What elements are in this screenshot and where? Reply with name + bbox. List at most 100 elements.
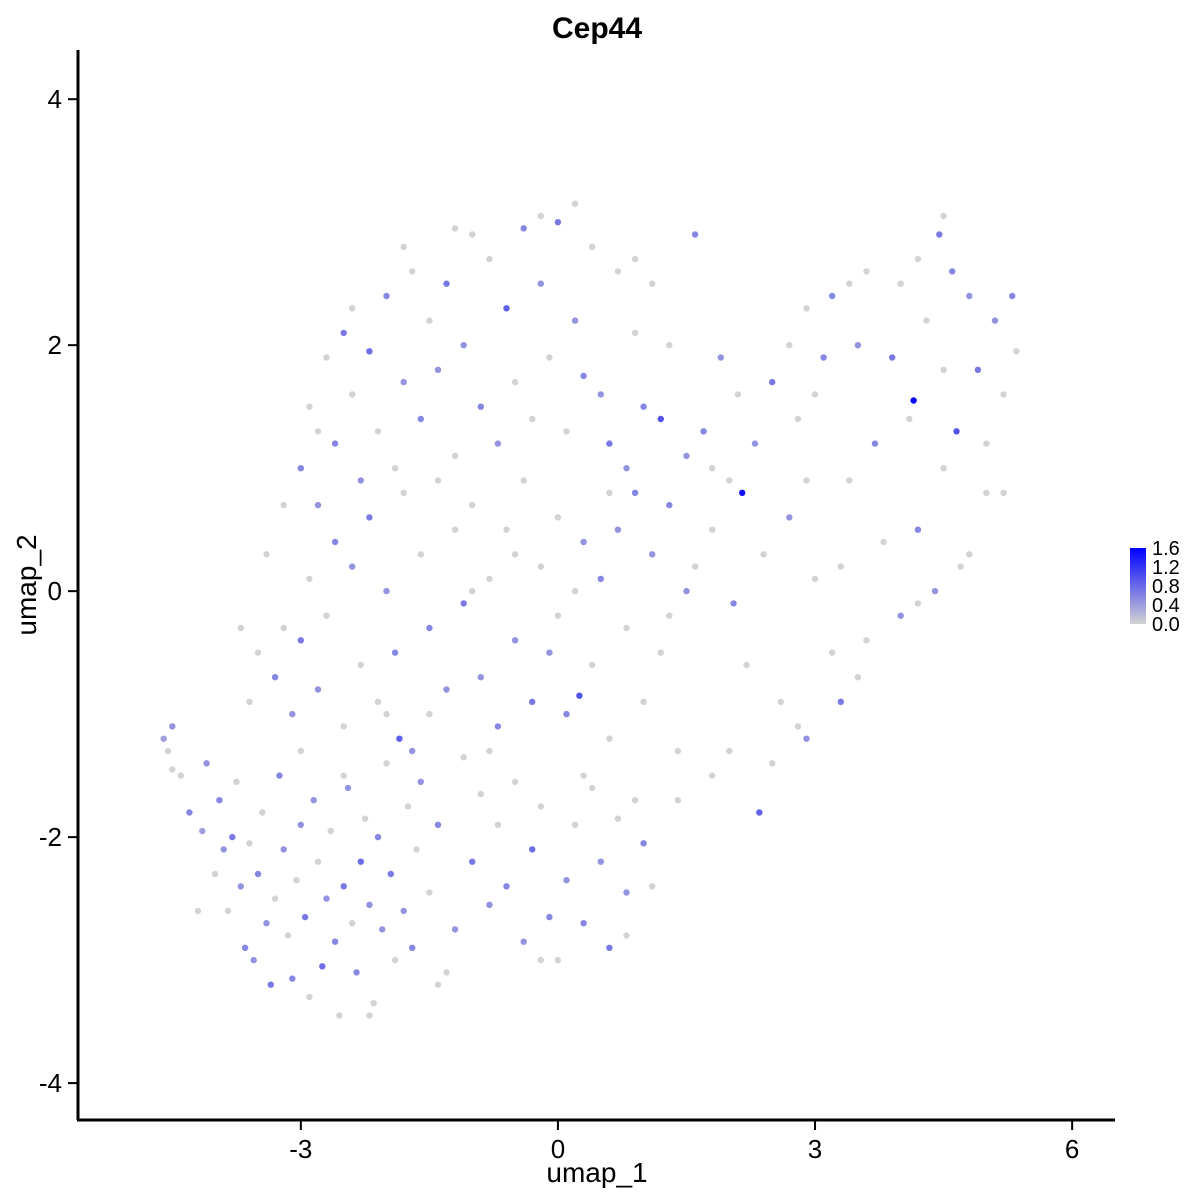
cell-point xyxy=(319,963,326,970)
cell-point xyxy=(451,926,459,933)
cell-point xyxy=(469,501,476,509)
cell-point xyxy=(571,821,579,828)
cell-point xyxy=(314,501,322,509)
cell-point xyxy=(614,815,622,822)
cell-point xyxy=(289,975,296,982)
cell-point xyxy=(434,366,442,373)
cell-point xyxy=(383,710,390,718)
cell-point xyxy=(614,526,622,533)
cell-point xyxy=(623,624,630,632)
cell-point xyxy=(349,563,356,570)
cell-point xyxy=(323,612,330,619)
cell-point xyxy=(220,846,227,853)
cell-point xyxy=(349,391,356,398)
cell-point xyxy=(327,827,334,835)
cell-point xyxy=(606,735,613,742)
cell-point xyxy=(293,877,300,884)
colorbar-label: 1.2 xyxy=(1152,557,1180,579)
cell-point xyxy=(803,477,810,484)
cell-point xyxy=(486,747,493,755)
cell-point xyxy=(340,772,347,779)
cell-point xyxy=(674,797,682,804)
cell-point xyxy=(623,889,630,896)
cell-point xyxy=(957,563,964,570)
cell-point xyxy=(263,920,270,927)
x-tick-label: 3 xyxy=(808,1134,822,1164)
cell-point xyxy=(576,692,583,699)
cell-point xyxy=(417,551,424,558)
cell-point xyxy=(520,938,527,945)
cell-point xyxy=(177,772,184,779)
cell-point xyxy=(597,858,604,865)
cell-point xyxy=(340,329,347,337)
y-tick-label: 0 xyxy=(48,576,62,606)
cell-point xyxy=(794,415,802,423)
cell-point xyxy=(451,452,459,460)
cell-point xyxy=(571,200,579,207)
cell-point xyxy=(691,563,699,570)
cell-point xyxy=(254,649,262,656)
cell-point xyxy=(246,698,253,705)
cell-point xyxy=(837,563,844,570)
cell-point xyxy=(280,846,287,853)
cell-point xyxy=(511,778,519,785)
cell-point xyxy=(289,710,296,718)
cell-point xyxy=(400,489,407,496)
y-tick-label: -2 xyxy=(39,822,62,852)
cell-point xyxy=(554,612,562,619)
cell-point xyxy=(310,797,317,804)
cell-point xyxy=(366,348,373,355)
cell-point xyxy=(494,821,502,828)
cell-point xyxy=(666,612,673,619)
cell-point xyxy=(511,378,519,386)
cell-point xyxy=(769,378,776,386)
cell-point xyxy=(777,698,784,705)
cell-point xyxy=(263,551,270,558)
cell-point xyxy=(400,243,407,250)
cell-point xyxy=(657,649,664,656)
cell-point xyxy=(811,391,819,398)
cell-point xyxy=(374,833,382,841)
cell-point xyxy=(649,883,656,890)
cell-point xyxy=(974,366,982,373)
cell-point xyxy=(580,372,587,380)
cell-point xyxy=(537,803,544,810)
cell-point xyxy=(486,255,493,263)
colorbar-labels: 1.61.20.80.40.0 xyxy=(1152,538,1180,636)
cell-point xyxy=(580,538,587,546)
cell-point xyxy=(739,489,746,496)
cell-point xyxy=(769,760,776,767)
cell-point xyxy=(413,846,420,853)
cell-point xyxy=(786,514,793,521)
cell-point xyxy=(580,920,587,927)
points-layer xyxy=(160,200,1020,1019)
cell-point xyxy=(700,428,707,435)
y-tick-label: 2 xyxy=(48,330,62,360)
cell-point xyxy=(709,526,716,533)
cell-point xyxy=(571,587,579,595)
cell-point xyxy=(331,938,339,945)
cell-point xyxy=(297,465,304,472)
cell-point xyxy=(649,280,656,287)
cell-point xyxy=(529,846,536,853)
cell-point xyxy=(306,993,313,1001)
cell-point xyxy=(417,415,424,423)
cell-point xyxy=(443,280,450,287)
cell-point xyxy=(614,268,622,275)
cell-point xyxy=(666,501,673,509)
cell-point xyxy=(409,944,416,951)
cell-point xyxy=(829,292,836,300)
colorbar-gradient xyxy=(1130,548,1146,624)
cell-point xyxy=(297,821,304,828)
x-axis-ticks: -3 0 3 6 xyxy=(289,1120,1079,1164)
cell-point xyxy=(897,612,904,619)
cell-point xyxy=(331,538,339,546)
cell-point xyxy=(709,772,716,779)
cell-point xyxy=(314,686,322,693)
cell-point xyxy=(811,575,819,583)
cell-point xyxy=(404,803,412,810)
cell-point xyxy=(966,292,973,300)
cell-point xyxy=(391,465,399,472)
cell-point xyxy=(649,551,656,558)
